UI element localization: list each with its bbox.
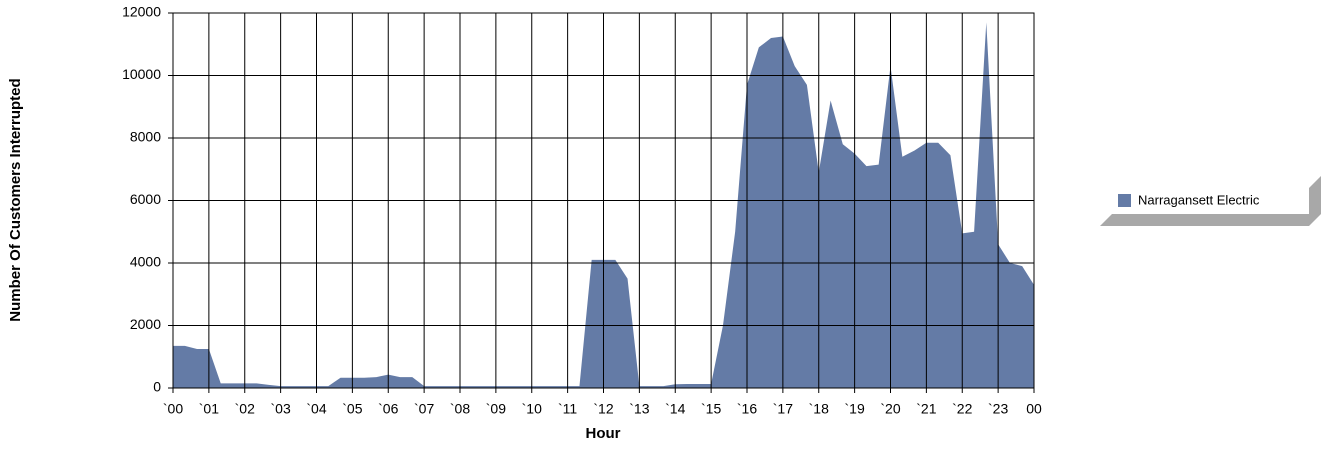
x-tick-label: 00	[1026, 401, 1042, 417]
x-tick-label: `13	[629, 401, 649, 417]
x-tick-label: `23	[988, 401, 1008, 417]
y-tick-label: 0	[153, 379, 161, 395]
x-axis-title: Hour	[586, 425, 621, 442]
legend-box	[1104, 188, 1309, 214]
x-tick-label: `14	[665, 401, 685, 417]
x-tick-label: `20	[880, 401, 900, 417]
x-tick-label: `21	[916, 401, 936, 417]
x-tick-label: `09	[486, 401, 506, 417]
legend-swatch	[1118, 194, 1131, 207]
legend-shadow	[1100, 176, 1321, 226]
x-tick-label: `19	[845, 401, 865, 417]
x-tick-label: `12	[593, 401, 613, 417]
x-tick-label: `01	[199, 401, 219, 417]
x-tick-label: `07	[414, 401, 434, 417]
y-tick-label: 10000	[122, 66, 161, 82]
plot-frame	[172, 12, 1035, 389]
y-tick-label: 6000	[130, 191, 161, 207]
x-tick-label: `04	[306, 401, 326, 417]
x-tick-label: `16	[737, 401, 757, 417]
y-tick-label: 12000	[122, 4, 161, 20]
x-tick-label: `05	[342, 401, 362, 417]
x-tick-label: `02	[235, 401, 255, 417]
y-tick-label: 4000	[130, 254, 161, 270]
y-tick-label: 8000	[130, 129, 161, 145]
x-tick-label: `11	[558, 401, 577, 417]
x-tick-label: `00	[163, 401, 183, 417]
y-tick-label: 2000	[130, 316, 161, 332]
x-tick-label: `08	[450, 401, 470, 417]
x-tick-label: `22	[952, 401, 972, 417]
x-tick-label: `18	[809, 401, 829, 417]
x-tick-label: `03	[271, 401, 291, 417]
x-tick-label: `06	[378, 401, 398, 417]
x-tick-label: `17	[773, 401, 793, 417]
x-tick-label: `15	[701, 401, 721, 417]
x-tick-label: `10	[522, 401, 542, 417]
legend-label: Narragansett Electric	[1138, 192, 1260, 207]
y-axis-title: Number Of Customers Interrupted	[7, 78, 24, 321]
